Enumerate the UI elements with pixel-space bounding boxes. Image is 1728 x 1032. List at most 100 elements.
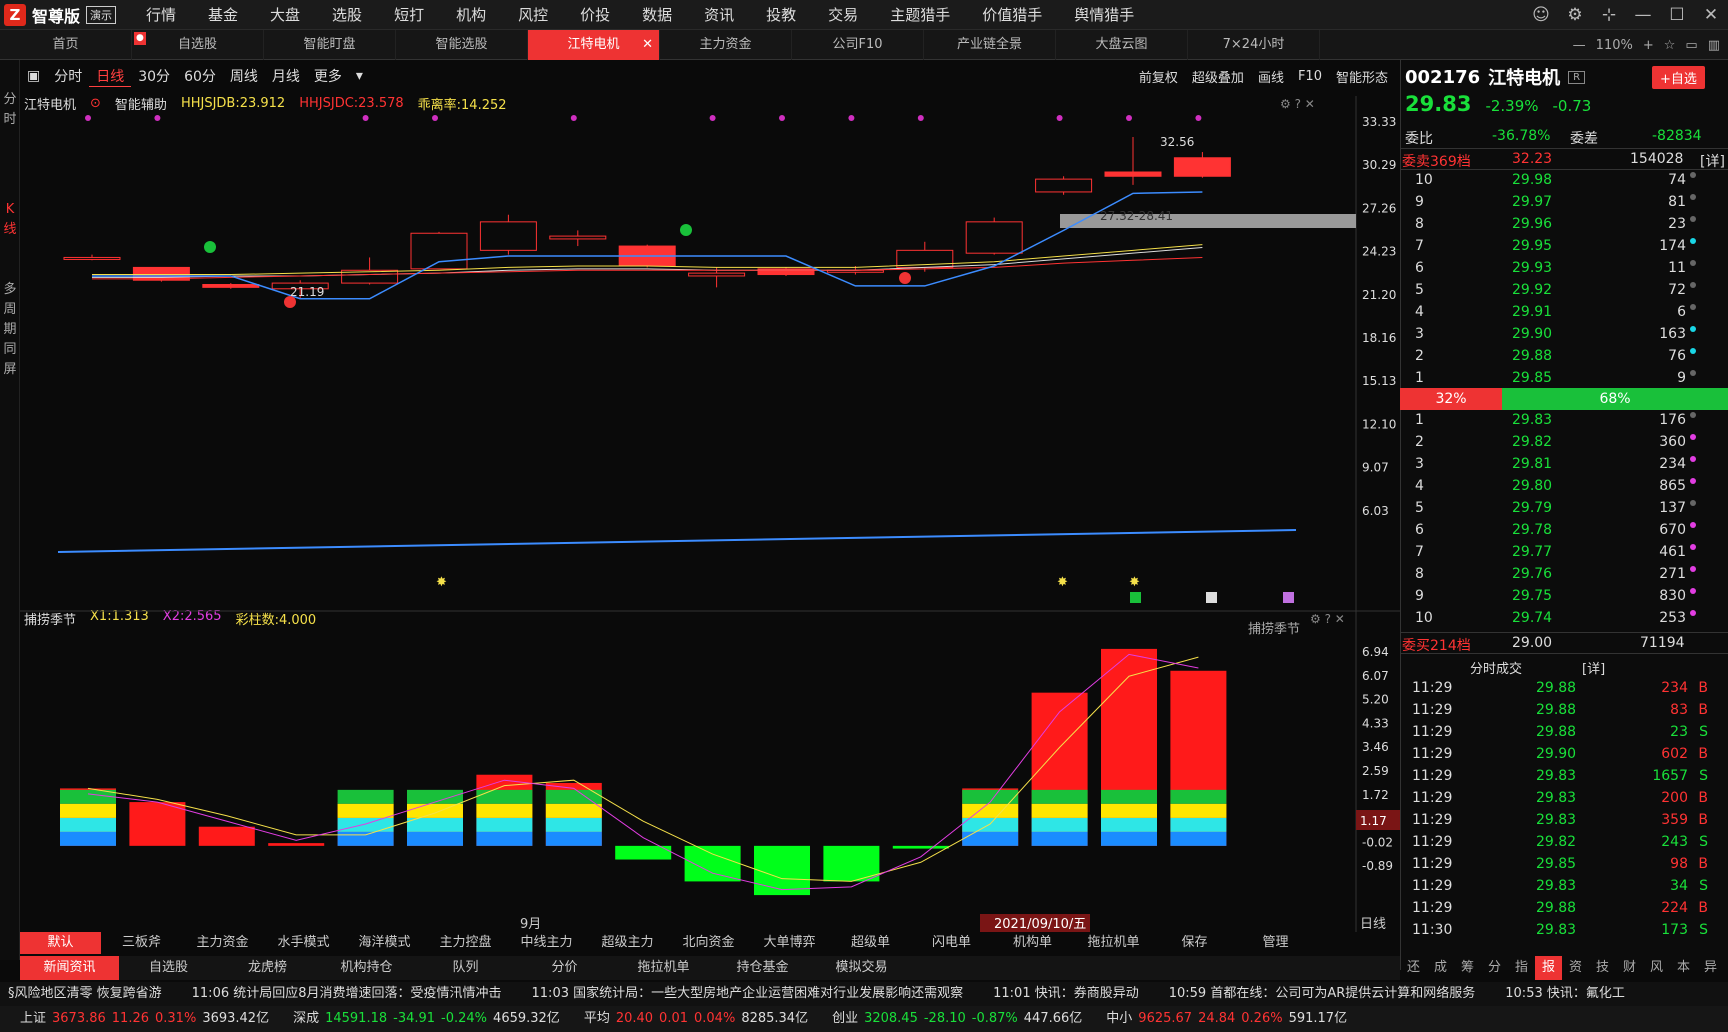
ticks-detail-link[interactable]: [详]	[1582, 662, 1606, 677]
tab[interactable]: 产业链全景	[924, 30, 1056, 60]
menu-item[interactable]: 投教	[766, 6, 797, 24]
news-tab[interactable]: 新闻资讯	[20, 956, 119, 980]
indicator-tab[interactable]: 拖拉机单	[1087, 935, 1140, 950]
side-tab[interactable]: 财	[1622, 960, 1636, 975]
left-strip-char[interactable]: K	[5, 202, 15, 217]
news-tab[interactable]: 机构持仓	[340, 960, 393, 975]
tab[interactable]: 大盘云图	[1056, 30, 1188, 60]
indicator-tab[interactable]: 大单博弈	[763, 935, 816, 950]
close-tab-icon[interactable]: ✕	[642, 37, 653, 52]
star-icon[interactable]: ☆	[1663, 37, 1676, 53]
add-favorite-button[interactable]: +自选	[1652, 66, 1705, 89]
indicator-tab[interactable]: 机构单	[1012, 935, 1052, 950]
menu-item[interactable]: 机构	[456, 6, 487, 24]
maximize-icon[interactable]: ☐	[1669, 5, 1685, 25]
period-6[interactable]: 更多	[313, 69, 342, 85]
index-item[interactable]: 深成 14591.18 -34.91 -0.24% 4659.32亿	[293, 1006, 560, 1032]
indicator-tab[interactable]: 北向资金	[682, 935, 735, 950]
news-item[interactable]: 11:03 国家统计局：一些大型房地产企业运营困难对行业发展影响还需观察	[531, 986, 964, 1001]
side-tab[interactable]: 技	[1595, 960, 1609, 975]
left-strip-char[interactable]: 周	[3, 302, 17, 317]
period-2[interactable]: 30分	[138, 69, 171, 85]
menu-item[interactable]: 舆情猎手	[1074, 6, 1135, 24]
indicator-tab[interactable]: 主力控盘	[439, 935, 492, 950]
tab[interactable]: 首页	[0, 30, 132, 60]
menu-item[interactable]: 价投	[580, 6, 611, 24]
indicator-tab[interactable]: 超级主力	[601, 935, 654, 950]
indicator-tab[interactable]: 水手模式	[277, 935, 330, 950]
chart-tool[interactable]: 前复权	[1138, 70, 1178, 86]
index-item[interactable]: 上证 3673.86 11.26 0.31% 3693.42亿	[20, 1006, 269, 1032]
news-tab[interactable]: 模拟交易	[835, 960, 888, 975]
indicator-tab[interactable]: 中线主力	[520, 935, 573, 950]
tab[interactable]: 智能盯盘	[264, 30, 396, 60]
left-strip-char[interactable]: 分	[3, 92, 17, 107]
menu-item[interactable]: 主题猎手	[890, 6, 951, 24]
layout-icon[interactable]: ▥	[1707, 37, 1720, 53]
menu-item[interactable]: 价值猎手	[982, 6, 1043, 24]
side-tab[interactable]: 异	[1703, 960, 1717, 975]
menu-item[interactable]: 大盘	[270, 6, 301, 24]
news-item[interactable]: 11:01 快讯：券商股异动	[993, 986, 1139, 1001]
close-icon[interactable]: ✕	[1703, 5, 1719, 25]
indicator-tab[interactable]: 保存	[1181, 935, 1208, 950]
menu-item[interactable]: 短打	[394, 6, 425, 24]
news-item[interactable]: §风险地区清零 恢复跨省游	[8, 986, 162, 1001]
indicator-settings-icon[interactable]: ⚙ ? ✕	[1310, 612, 1345, 626]
minimize-icon[interactable]: —	[1634, 5, 1652, 25]
news-tab[interactable]: 龙虎榜	[247, 960, 287, 975]
menu-item[interactable]: 选股	[332, 6, 363, 24]
index-item[interactable]: 平均 20.40 0.01 0.04% 8285.34亿	[584, 1006, 808, 1032]
chart-area[interactable]: 32.56 21.19 27.32-28.41 ✸ ✸ ✸ 33.33 30.29…	[20, 96, 1400, 932]
news-tab[interactable]: 队列	[452, 960, 479, 975]
chart-tool[interactable]: 画线	[1257, 70, 1284, 86]
news-tab[interactable]: 自选股	[148, 960, 188, 975]
sell-detail-link[interactable]: [详]	[1700, 154, 1725, 170]
side-tab[interactable]: 成	[1433, 960, 1447, 975]
news-item[interactable]: 10:59 首都在线：公司可为AR提供云计算和网络服务	[1168, 986, 1476, 1001]
menu-item[interactable]: 行情	[146, 6, 177, 24]
chart-tool[interactable]: 智能形态	[1335, 70, 1388, 86]
user-icon[interactable]: ☺	[1532, 5, 1550, 25]
left-strip-char[interactable]: 同	[3, 342, 17, 357]
zoom-in-icon[interactable]: +	[1642, 37, 1654, 53]
chart-tool[interactable]: F10	[1297, 68, 1322, 84]
news-item[interactable]: 11:06 统计局回应8月消费增速回落：受疫情汛情冲击	[191, 986, 502, 1001]
news-tab[interactable]: 分价	[551, 960, 578, 975]
left-strip-char[interactable]: 多	[3, 282, 17, 297]
chart-tool[interactable]: 超级叠加	[1191, 70, 1244, 86]
left-strip-char[interactable]: 屏	[3, 362, 17, 377]
more-dropdown-icon[interactable]: ▾	[355, 68, 363, 84]
news-item[interactable]: 10:53 快讯：氟化工	[1505, 986, 1625, 1001]
tab[interactable]: 智能选股	[396, 30, 528, 60]
menu-item[interactable]: 数据	[642, 6, 673, 24]
menu-item[interactable]: 资讯	[704, 6, 735, 24]
side-tab[interactable]: 还	[1406, 960, 1420, 975]
menu-item[interactable]: 基金	[208, 6, 239, 24]
left-strip-char[interactable]: 线	[3, 222, 17, 237]
tab[interactable]: 7×24小时	[1188, 30, 1320, 60]
settings-icon[interactable]: ⚙	[1567, 5, 1583, 25]
left-strip-char[interactable]: 时	[3, 112, 17, 127]
menu-item[interactable]: 风控	[518, 6, 549, 24]
side-tab[interactable]: 指	[1514, 960, 1528, 975]
panel-toggle-icon[interactable]: ▣	[27, 68, 41, 84]
menu-item[interactable]: 交易	[828, 6, 859, 24]
assist-label[interactable]: 智能辅助	[114, 97, 167, 113]
side-tab[interactable]: 报	[1535, 956, 1562, 980]
chart-settings-icon[interactable]: ⚙ ? ✕	[1280, 97, 1315, 111]
side-tab[interactable]: 筹	[1460, 960, 1474, 975]
left-strip-char[interactable]: 期	[3, 322, 17, 337]
pin-icon[interactable]: ⊹	[1601, 5, 1617, 25]
tab[interactable]: 自选股 ●	[132, 30, 264, 60]
side-tab[interactable]: 风	[1649, 960, 1663, 975]
period-3[interactable]: 60分	[184, 69, 216, 85]
index-item[interactable]: 创业 3208.45 -28.10 -0.87% 447.66亿	[832, 1006, 1082, 1032]
period-4[interactable]: 周线	[229, 69, 258, 85]
period-5[interactable]: 月线	[271, 69, 300, 85]
side-tab[interactable]: 本	[1676, 960, 1690, 975]
indicator-tab[interactable]: 默认	[20, 932, 101, 954]
tab[interactable]: 公司F10	[792, 30, 924, 60]
tab[interactable]: 江特电机 ✕	[528, 30, 660, 60]
indicator-tab[interactable]: 超级单	[850, 935, 890, 950]
